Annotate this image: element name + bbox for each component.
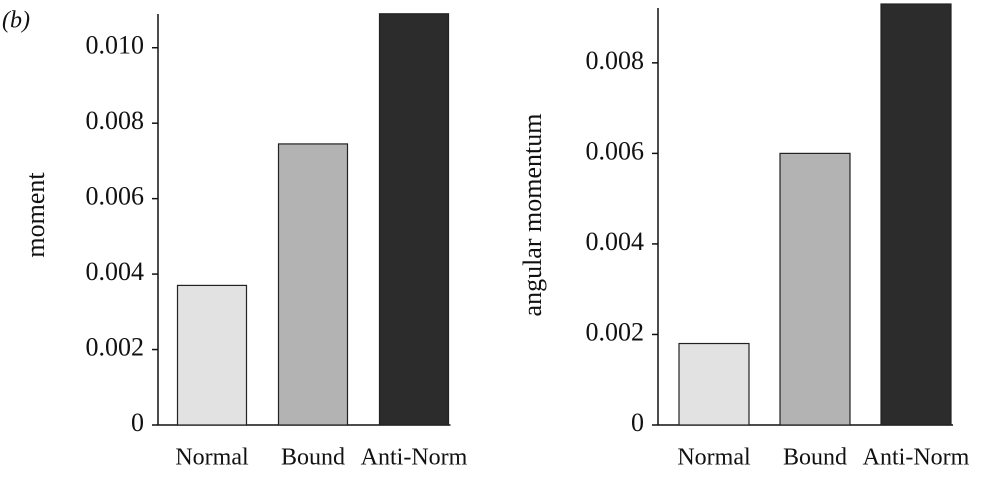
bar bbox=[277, 143, 349, 426]
x-tick-label: Bound bbox=[783, 445, 847, 471]
x-tick-label: Anti-Norm bbox=[863, 445, 970, 471]
bar bbox=[779, 152, 851, 426]
y-tick-label: 0.004 bbox=[586, 227, 645, 256]
panel-label: (b) bbox=[2, 8, 30, 34]
x-tick-label: Normal bbox=[175, 445, 249, 471]
bar bbox=[378, 13, 450, 426]
y-tick-label: 0.002 bbox=[586, 317, 645, 346]
y-tick-label: 0.004 bbox=[86, 257, 145, 286]
y-axis-title: angular momentum bbox=[518, 114, 547, 317]
y-tick-label: 0.008 bbox=[586, 46, 645, 75]
bar bbox=[176, 284, 248, 426]
y-tick-label: 0.002 bbox=[86, 333, 145, 362]
x-tick-label: Anti-Norm bbox=[361, 445, 468, 471]
y-tick-label: 0 bbox=[131, 408, 144, 437]
bar bbox=[678, 342, 750, 426]
y-tick-label: 0.006 bbox=[86, 182, 145, 211]
x-tick-label: Normal bbox=[677, 445, 751, 471]
y-tick-label: 0.010 bbox=[86, 31, 145, 60]
y-tick-label: 0 bbox=[631, 408, 644, 437]
bar bbox=[880, 3, 952, 426]
y-tick-label: 0.008 bbox=[86, 106, 145, 135]
y-axis-title: moment bbox=[21, 172, 50, 258]
y-tick-label: 0.006 bbox=[586, 136, 645, 165]
x-tick-label: Bound bbox=[281, 445, 345, 471]
